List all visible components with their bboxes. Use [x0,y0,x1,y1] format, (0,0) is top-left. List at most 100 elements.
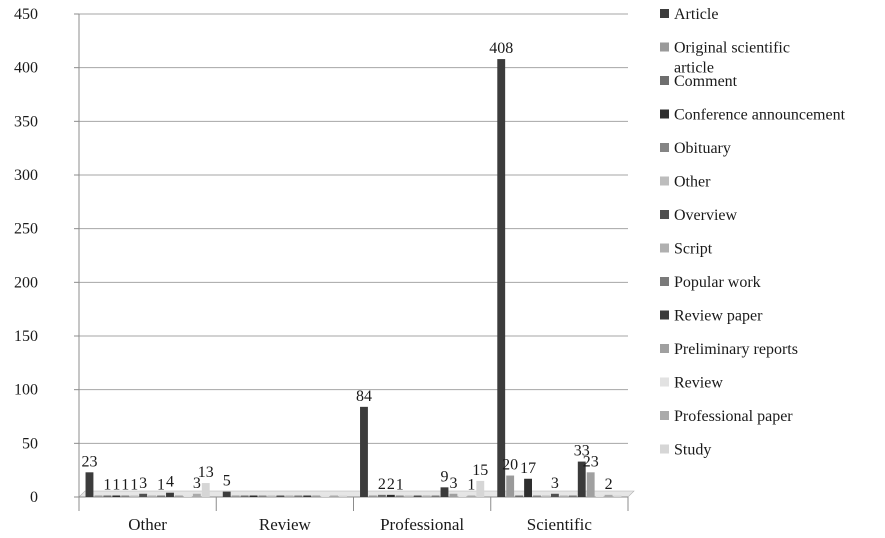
legend-swatch [660,411,669,420]
data-label: 2 [378,476,386,493]
data-label: 17 [520,460,536,477]
bar [294,495,303,497]
legend-swatch [660,9,669,18]
bar [276,495,285,497]
bar [577,461,586,497]
data-label: 20 [502,457,518,474]
y-tick-label: 100 [14,382,38,399]
bar [183,495,192,497]
bar [533,495,541,497]
legend-swatch [660,42,669,52]
data-label: 15 [472,462,488,479]
x-tick-label: Professional [380,515,464,534]
bar [103,495,112,497]
legend-label: Professional paper [674,408,793,425]
legend-label: Review paper [674,308,763,325]
x-axis: Other Review Professional Scientific [78,490,635,534]
data-label: 3 [193,475,201,492]
legend-label: Comment [674,73,738,90]
y-tick-label: 300 [14,167,38,184]
legend-swatch [660,210,669,219]
bar [148,495,157,497]
bar [524,478,532,497]
bars [85,59,622,497]
data-label: 2 [387,476,395,493]
legend-swatch [660,377,669,387]
legend-label: Popular work [674,274,761,291]
gridlines [79,13,628,444]
bar [330,495,339,497]
data-label: 4 [166,474,174,491]
data-label: 5 [223,473,231,490]
bar [515,495,524,497]
legend-label: Script [674,241,713,258]
legend-swatch [660,143,669,152]
bar [413,495,422,497]
bar [85,472,94,497]
bar [112,495,121,497]
y-tick-label: 450 [14,6,38,23]
bar [604,494,613,497]
legend-swatch [660,243,669,253]
bar [550,493,559,497]
bar [395,495,404,497]
data-label: 3 [551,475,559,492]
bar [595,495,604,497]
y-tick-label: 200 [14,274,38,291]
bar [339,495,347,497]
bar [139,493,148,497]
data-label: 408 [489,40,513,57]
bar [267,495,276,497]
bar [368,495,377,497]
bar [157,495,165,497]
legend-label: Preliminary reports [674,341,798,358]
bar [440,487,449,497]
bar [506,475,515,497]
bar [613,495,622,497]
y-tick-label: 150 [14,328,38,345]
legend-swatch [660,76,669,85]
bar [121,495,130,497]
bar [192,493,201,497]
legend-label: Original scientific article [674,40,790,77]
legend-label: Review [674,375,723,392]
bar [175,495,183,497]
data-label: 1 [157,477,165,494]
bar [476,480,485,497]
bar [586,472,595,497]
bar [258,495,267,497]
bar [94,495,103,497]
bar [449,493,458,497]
data-label: 3 [449,475,457,492]
legend-label: Study [674,442,711,459]
bar [240,495,249,497]
x-tick-label: Review [259,515,312,534]
bar [431,495,440,497]
bar [312,495,321,497]
bar [386,494,395,497]
x-tick-label: Scientific [527,515,593,534]
data-label: 2 [605,476,613,493]
bar [166,492,174,497]
data-label: 9 [440,468,448,485]
bar [285,495,294,497]
data-label: 1 [467,477,475,494]
data-label: 1 [112,477,120,494]
legend-swatch [660,344,669,353]
legend-swatch [660,310,669,320]
bar [377,494,386,497]
legend-swatch [660,176,669,186]
bar [559,495,568,497]
bar [497,59,506,497]
legend-label: Conference announcement [674,107,846,124]
data-label: 84 [356,388,372,405]
data-label: 1 [121,477,129,494]
data-label: 3 [139,475,147,492]
y-tick-label: 250 [14,221,38,238]
y-tick-label: 400 [14,60,38,77]
bar [467,495,476,497]
bar [130,495,139,497]
bar [222,491,231,497]
